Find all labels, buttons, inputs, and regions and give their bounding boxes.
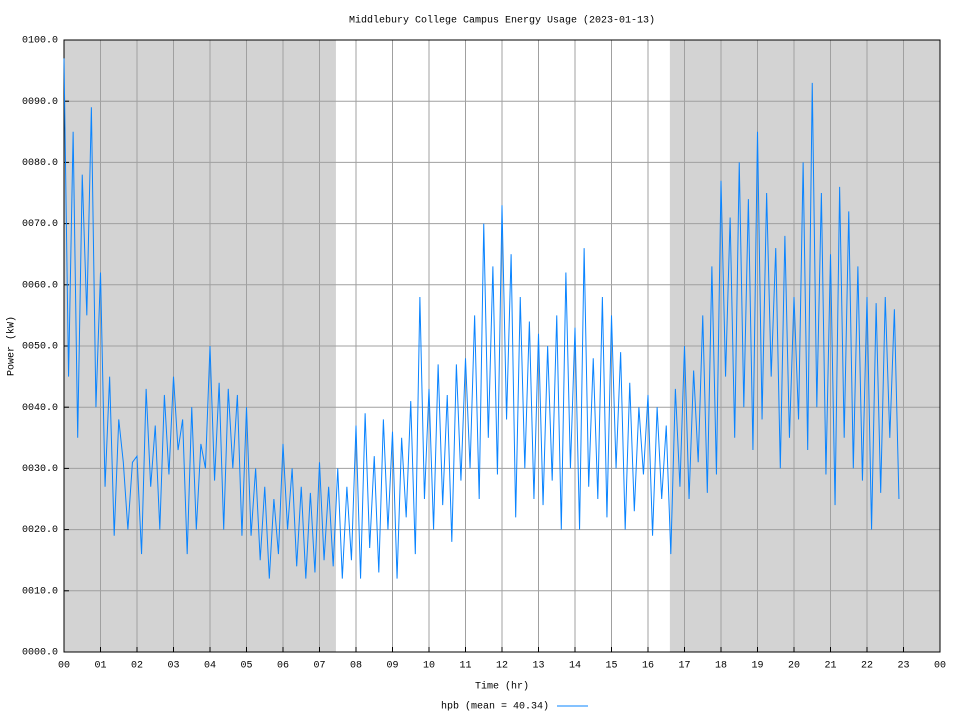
x-tick-label: 17 [678,661,690,672]
y-tick-label: 0020.0 [22,525,58,536]
x-tick-label: 08 [350,661,362,672]
plot-frame [63,39,941,653]
y-tick-label: 0080.0 [22,158,58,169]
x-tick-label: 02 [131,661,143,672]
y-tick-label: 0070.0 [22,219,58,230]
x-tick-label: 11 [459,661,471,672]
x-tick-label: 03 [167,661,179,672]
x-tick-label: 16 [642,661,654,672]
x-tick-label: 10 [423,661,435,672]
y-tick-label: 0030.0 [22,464,58,475]
data-line [63,58,900,579]
x-tick-label: 05 [240,661,252,672]
y-tick-label: 0050.0 [22,342,58,353]
x-tick-label: 19 [751,661,763,672]
y-tick-label: 0090.0 [22,97,58,108]
x-tick-label: 14 [569,661,581,672]
x-tick-label: 15 [605,661,617,672]
x-tick-label: 07 [313,661,325,672]
y-tick-label: 0000.0 [22,648,58,659]
x-tick-label: 01 [94,661,106,672]
x-tick-label: 22 [861,661,873,672]
x-tick-label: 20 [788,661,800,672]
y-tick-label: 0100.0 [22,36,58,47]
x-tick-label: 21 [824,661,836,672]
x-tick-label: 06 [277,661,289,672]
y-tick-label: 0010.0 [22,586,58,597]
legend-label: hpb (mean = 40.34) [441,701,549,713]
y-axis-label: Power (kW) [6,316,18,376]
x-tick-label: 18 [715,661,727,672]
x-tick-label: 13 [532,661,544,672]
y-tick-label: 0060.0 [22,280,58,291]
x-axis-label: Time (hr) [475,681,529,693]
x-tick-label: 00 [934,661,946,672]
x-tick-label: 23 [897,661,909,672]
x-tick-label: 09 [386,661,398,672]
y-tick-label: 0040.0 [22,403,58,414]
x-tick-label: 12 [496,661,508,672]
chart-title: Middlebury College Campus Energy Usage (… [349,15,655,27]
x-tick-label: 04 [204,661,216,672]
x-tick-label: 00 [58,661,70,672]
